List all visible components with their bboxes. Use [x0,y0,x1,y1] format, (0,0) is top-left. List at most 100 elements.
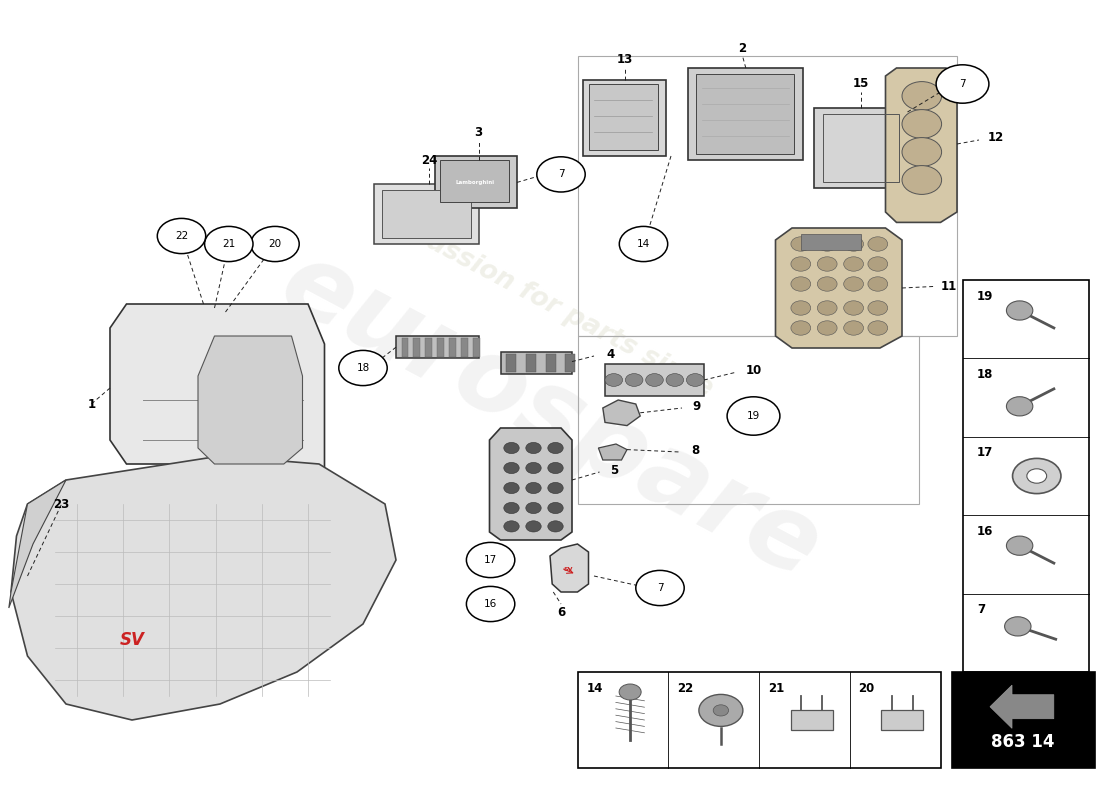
Circle shape [844,277,864,291]
Text: 11: 11 [942,280,957,293]
Circle shape [868,237,888,251]
Bar [583,80,666,156]
Text: a passion for parts since: a passion for parts since [383,206,717,402]
Bar [434,156,517,208]
Circle shape [791,257,811,271]
Polygon shape [110,304,324,504]
Circle shape [902,82,942,110]
Polygon shape [9,480,66,608]
Text: 18: 18 [977,368,993,381]
Circle shape [868,301,888,315]
Circle shape [817,257,837,271]
Circle shape [868,321,888,335]
Text: 13: 13 [617,53,632,66]
Bar [823,114,899,182]
Circle shape [548,502,563,514]
Bar [500,352,572,374]
Polygon shape [598,444,627,460]
Text: eurospare: eurospare [263,231,837,601]
Bar [382,190,471,238]
Circle shape [619,684,641,700]
Text: 20: 20 [268,239,282,249]
Circle shape [636,570,684,606]
Circle shape [526,462,541,474]
Circle shape [902,110,942,138]
Text: 21: 21 [768,682,784,694]
Bar [588,84,658,150]
Text: 20: 20 [858,682,874,694]
Bar [396,336,478,358]
Text: 16: 16 [977,525,993,538]
Text: 12: 12 [988,131,1003,144]
Text: 16: 16 [484,599,497,609]
Text: 22: 22 [175,231,188,241]
Bar [791,710,833,730]
Circle shape [686,374,704,386]
Circle shape [844,237,864,251]
Circle shape [504,462,519,474]
Bar [962,280,1089,672]
Bar [473,338,480,357]
Circle shape [605,374,623,386]
Text: 3: 3 [474,126,483,139]
Circle shape [902,166,942,194]
Circle shape [504,442,519,454]
Text: 8: 8 [691,444,700,457]
Polygon shape [990,685,1054,728]
Text: 1: 1 [87,398,96,410]
Circle shape [1004,617,1031,636]
Circle shape [817,321,837,335]
Circle shape [1006,301,1033,320]
Polygon shape [776,228,902,348]
Circle shape [504,502,519,514]
Text: 14: 14 [586,682,603,694]
Circle shape [1006,397,1033,416]
Text: Lamborghini: Lamborghini [455,180,495,185]
Circle shape [844,301,864,315]
Text: 7: 7 [657,583,663,593]
Bar [814,108,908,188]
Circle shape [504,482,519,494]
Text: 23: 23 [54,498,69,510]
Text: 19: 19 [747,411,760,421]
Text: 19: 19 [977,290,993,302]
Circle shape [844,257,864,271]
Circle shape [537,157,585,192]
Text: 7: 7 [977,603,985,616]
Text: SV: SV [564,567,573,572]
Circle shape [339,350,387,386]
Circle shape [251,226,299,262]
Bar [605,364,704,396]
Circle shape [526,521,541,532]
Text: 17: 17 [977,446,993,459]
Circle shape [791,321,811,335]
Text: 2: 2 [738,42,747,54]
Circle shape [902,138,942,166]
Bar [437,338,443,357]
Text: 18: 18 [356,363,370,373]
Circle shape [548,521,563,532]
Polygon shape [198,336,302,464]
Circle shape [526,482,541,494]
Text: 17: 17 [484,555,497,565]
Bar [688,68,803,160]
Text: 7: 7 [558,170,564,179]
Text: 10: 10 [746,364,761,377]
Text: 5: 5 [609,464,618,477]
Circle shape [713,705,728,716]
Circle shape [817,237,837,251]
Circle shape [791,301,811,315]
Circle shape [157,218,206,254]
Circle shape [619,226,668,262]
Circle shape [844,321,864,335]
Circle shape [526,502,541,514]
Bar [801,234,861,250]
Circle shape [868,257,888,271]
Circle shape [625,374,642,386]
Bar [578,672,940,768]
Bar [881,710,923,730]
Circle shape [504,521,519,532]
Circle shape [646,374,663,386]
Circle shape [667,374,683,386]
Text: 21: 21 [222,239,235,249]
